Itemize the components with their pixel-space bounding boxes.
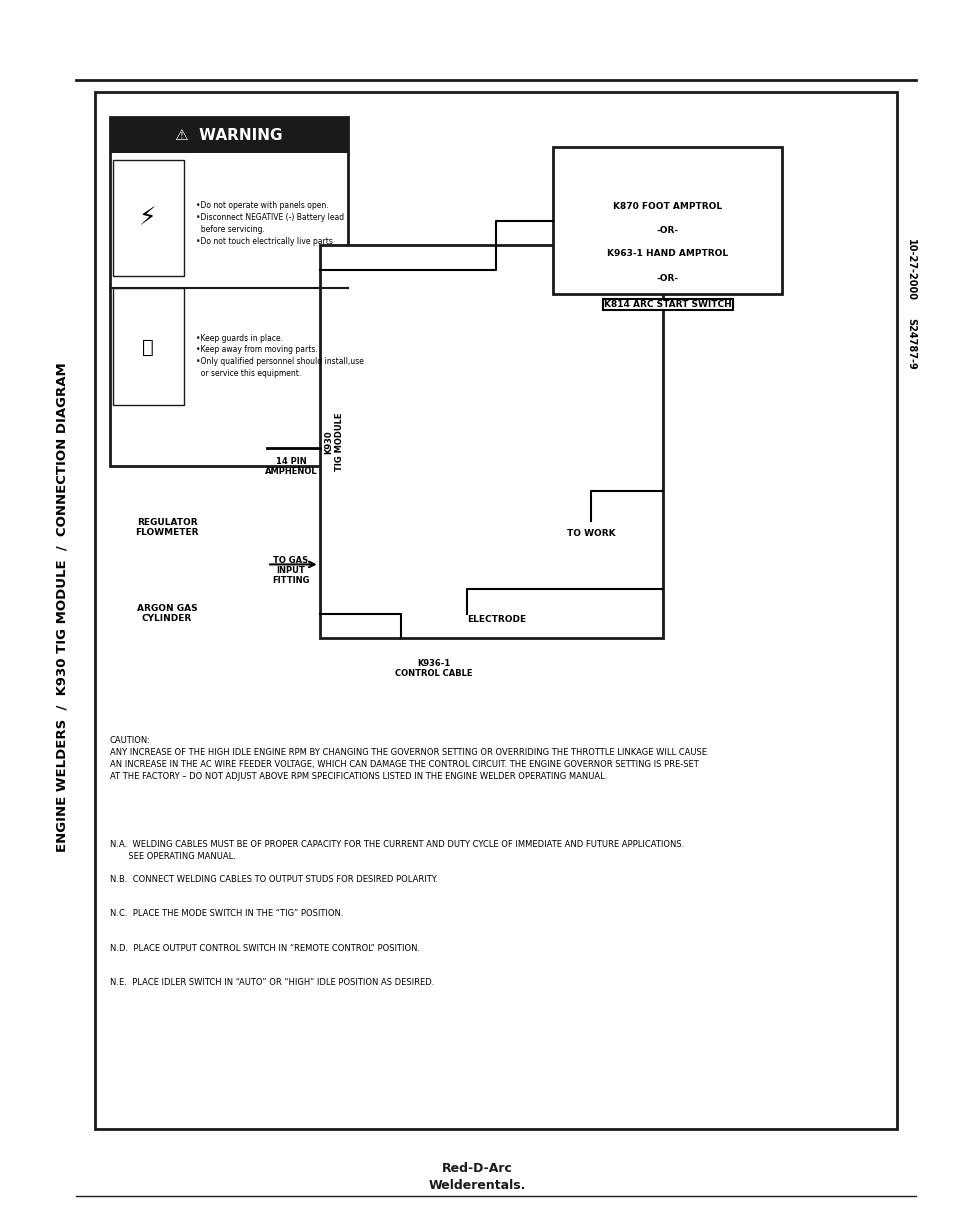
Text: 10-27-2000: 10-27-2000 bbox=[905, 239, 915, 301]
Bar bbox=[95, 92, 896, 1129]
Text: N.A.  WELDING CABLES MUST BE OF PROPER CAPACITY FOR THE CURRENT AND DUTY CYCLE O: N.A. WELDING CABLES MUST BE OF PROPER CA… bbox=[110, 840, 683, 860]
Bar bbox=[110, 117, 348, 153]
Text: ENGINE WELDERS  /  K930 TIG MODULE  /  CONNECTION DIAGRAM: ENGINE WELDERS / K930 TIG MODULE / CONNE… bbox=[55, 362, 69, 853]
Text: ARGON GAS
CYLINDER: ARGON GAS CYLINDER bbox=[136, 604, 197, 623]
Text: N.E.  PLACE IDLER SWITCH IN “AUTO” OR “HIGH” IDLE POSITION AS DESIRED.: N.E. PLACE IDLER SWITCH IN “AUTO” OR “HI… bbox=[110, 978, 434, 987]
Text: K936-1
CONTROL CABLE: K936-1 CONTROL CABLE bbox=[395, 659, 473, 679]
Text: K930
TIG MODULE: K930 TIG MODULE bbox=[324, 412, 343, 471]
Text: TO GAS
INPUT
FITTING: TO GAS INPUT FITTING bbox=[272, 556, 310, 585]
Text: •Keep guards in place.
•Keep away from moving parts.
•Only qualified personnel s: •Keep guards in place. •Keep away from m… bbox=[195, 334, 363, 378]
Text: N.B.  CONNECT WELDING CABLES TO OUTPUT STUDS FOR DESIRED POLARITY.: N.B. CONNECT WELDING CABLES TO OUTPUT ST… bbox=[110, 875, 436, 883]
Text: Welderentals.: Welderentals. bbox=[428, 1179, 525, 1191]
Text: S24787-9: S24787-9 bbox=[905, 318, 915, 369]
Text: -OR-: -OR- bbox=[656, 226, 679, 236]
Bar bbox=[319, 245, 662, 638]
Text: K870 FOOT AMPTROL: K870 FOOT AMPTROL bbox=[613, 201, 721, 211]
Bar bbox=[112, 160, 184, 276]
Text: TO WORK: TO WORK bbox=[567, 529, 615, 539]
Text: ✋: ✋ bbox=[142, 337, 153, 357]
Bar bbox=[553, 147, 781, 294]
Text: REGULATOR
FLOWMETER: REGULATOR FLOWMETER bbox=[135, 518, 198, 537]
Text: K814 ARC START SWITCH: K814 ARC START SWITCH bbox=[603, 299, 731, 309]
Text: ⚡: ⚡ bbox=[139, 206, 156, 231]
Text: N.C.  PLACE THE MODE SWITCH IN THE “TIG” POSITION.: N.C. PLACE THE MODE SWITCH IN THE “TIG” … bbox=[110, 909, 343, 918]
Text: CAUTION:
ANY INCREASE OF THE HIGH IDLE ENGINE RPM BY CHANGING THE GOVERNOR SETTI: CAUTION: ANY INCREASE OF THE HIGH IDLE E… bbox=[110, 736, 706, 780]
Text: K963-1 HAND AMPTROL: K963-1 HAND AMPTROL bbox=[607, 249, 727, 259]
Bar bbox=[112, 288, 184, 405]
Text: ELECTRODE: ELECTRODE bbox=[467, 615, 526, 625]
Text: 14 PIN
AMPHENOL: 14 PIN AMPHENOL bbox=[264, 456, 317, 476]
Bar bbox=[110, 117, 348, 466]
Text: •Do not operate with panels open.
•Disconnect NEGATIVE (-) Battery lead
  before: •Do not operate with panels open. •Disco… bbox=[195, 201, 343, 245]
Text: Red-D-Arc: Red-D-Arc bbox=[441, 1162, 512, 1174]
Text: -OR-: -OR- bbox=[656, 274, 679, 283]
Text: ⚠  WARNING: ⚠ WARNING bbox=[175, 128, 282, 142]
Text: N.D.  PLACE OUTPUT CONTROL SWITCH IN “REMOTE CONTROL” POSITION.: N.D. PLACE OUTPUT CONTROL SWITCH IN “REM… bbox=[110, 944, 419, 952]
